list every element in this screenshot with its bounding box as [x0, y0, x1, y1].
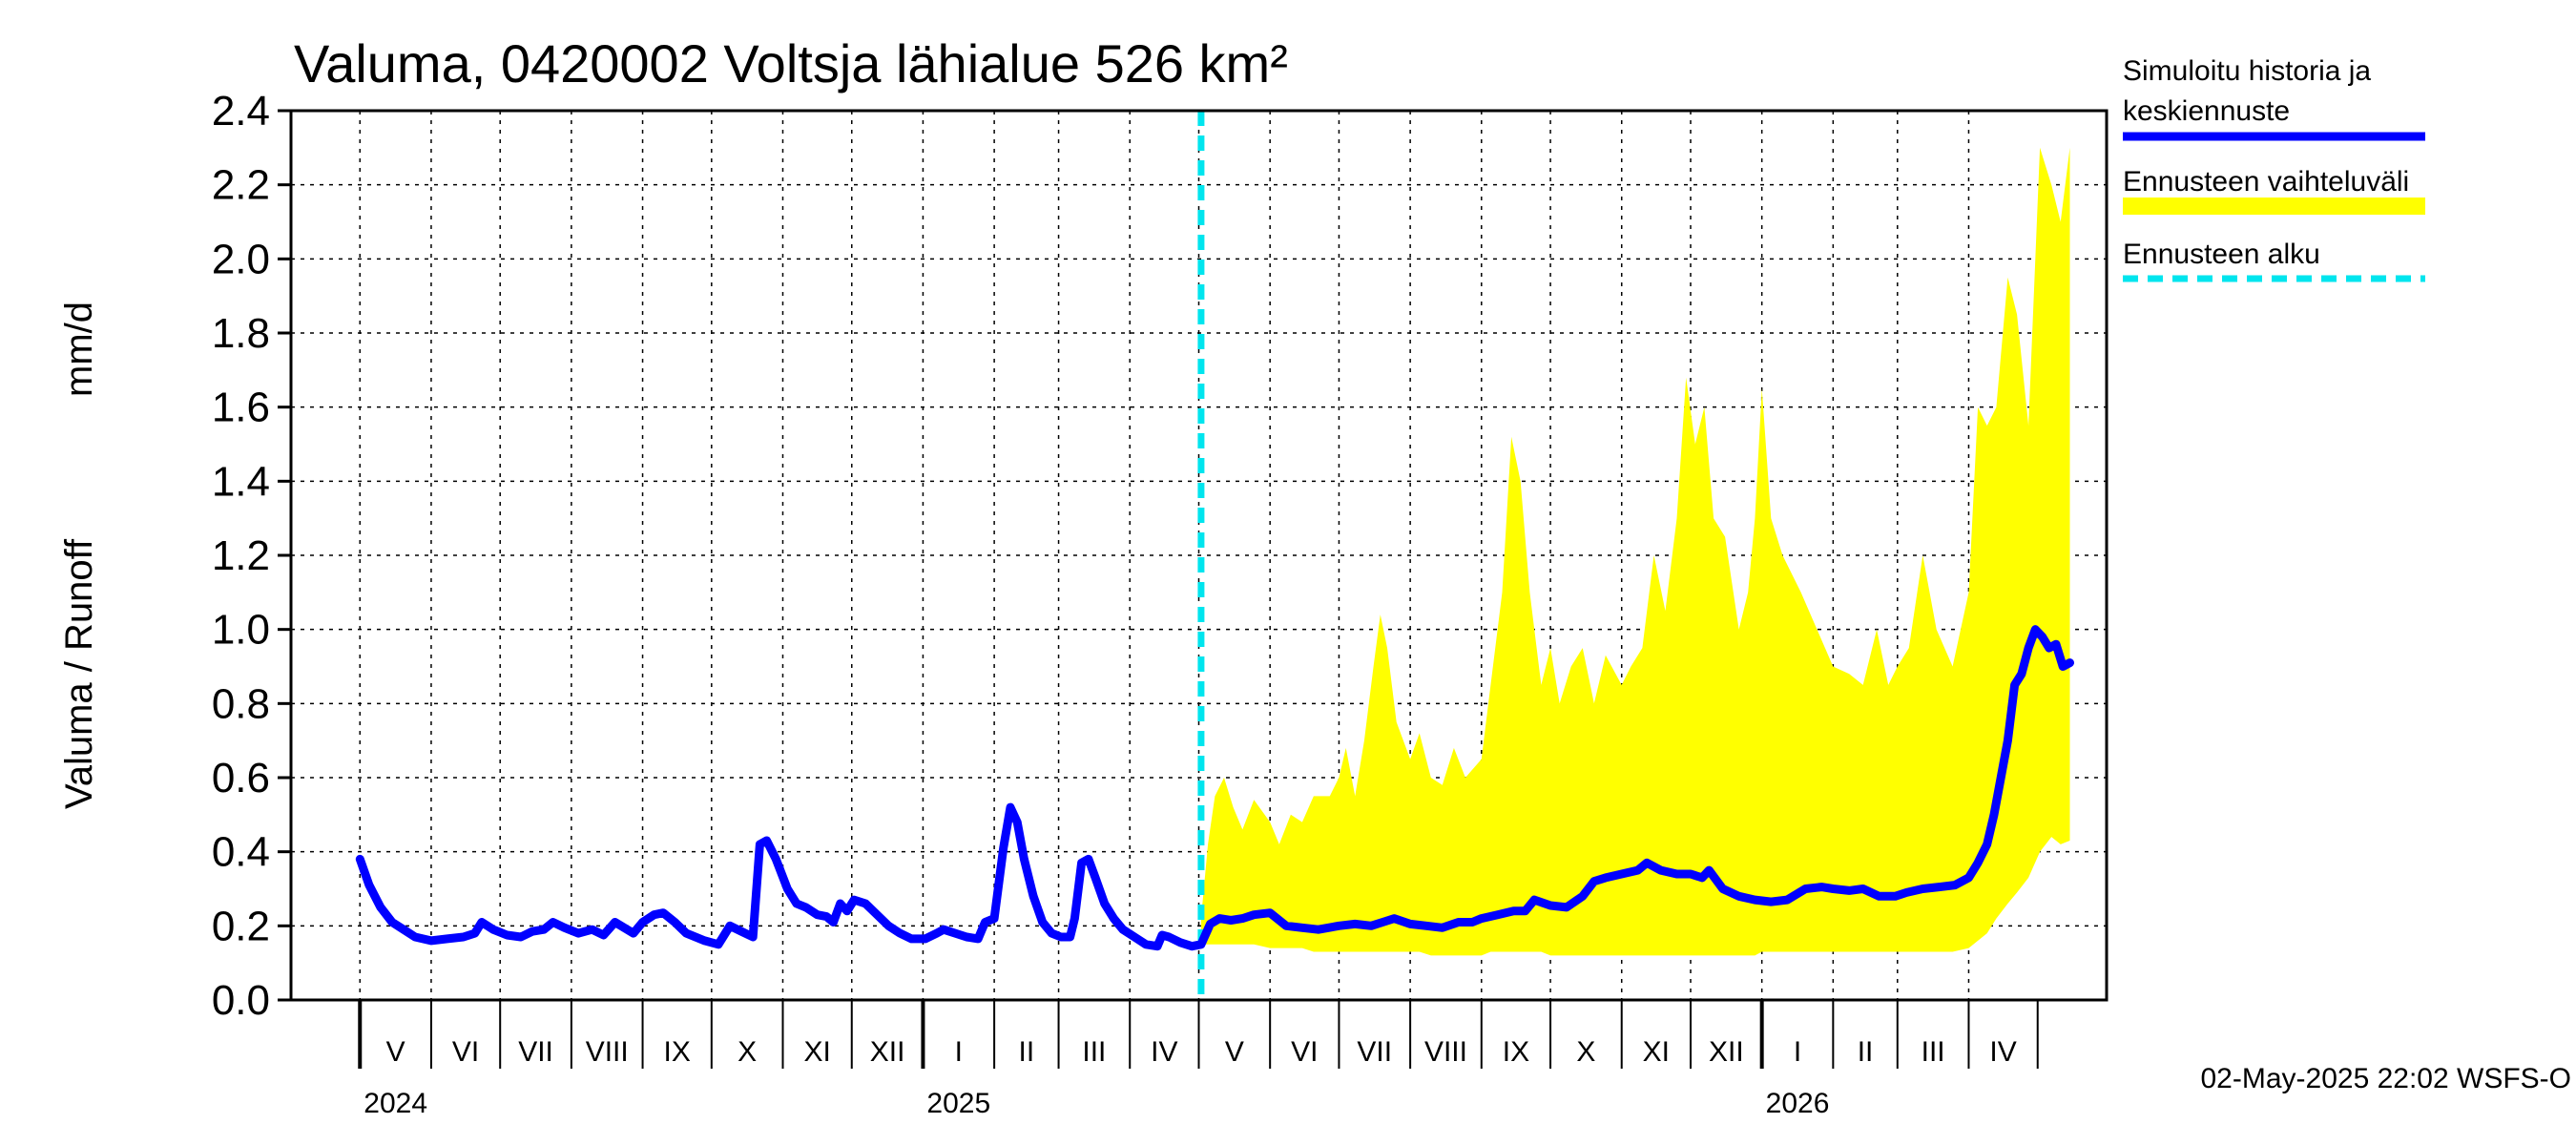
x-month-label: IX: [664, 1036, 691, 1068]
legend-label-series-line2: keskiennuste: [2123, 95, 2290, 127]
forecast-range-band: [1200, 147, 2070, 956]
y-tick-label: 2.2: [212, 162, 270, 209]
x-month-label: VII: [518, 1036, 553, 1068]
x-year-label: 2024: [364, 1088, 427, 1119]
y-tick-label: 1.0: [212, 607, 270, 654]
y-tick-label: 0.2: [212, 903, 270, 949]
x-month-label: II: [1858, 1036, 1874, 1068]
x-month-label: VIII: [586, 1036, 629, 1068]
y-tick-label: 2.0: [212, 236, 270, 282]
x-month-label: IX: [1503, 1036, 1529, 1068]
y-tick-label: 1.6: [212, 385, 270, 431]
y-tick-label: 2.4: [212, 88, 270, 135]
x-month-label: I: [1794, 1036, 1801, 1068]
y-axis-ticks: 0.0 0.2 0.4 0.6 0.8 1.0 1.2 1.4 1.6 1.8 2.0 2.2 2.4: [212, 88, 291, 1024]
x-month-label: V: [386, 1036, 405, 1068]
y-tick-label: 1.8: [212, 310, 270, 357]
y-tick-label: 0.6: [212, 755, 270, 802]
footer-timestamp: 02-May-2025 22:02 WSFS-O: [2201, 1063, 2572, 1094]
y-tick-label: 0.0: [212, 977, 270, 1024]
y-tick-label: 1.2: [212, 532, 270, 579]
x-month-label: IV: [1989, 1036, 2016, 1068]
x-month-label: XII: [870, 1036, 905, 1068]
x-month-label: XI: [1643, 1036, 1670, 1068]
x-year-label: 2025: [926, 1088, 990, 1119]
legend-label-series-line1: Simuloitu historia ja: [2123, 55, 2371, 87]
y-axis-unit: mm/d: [58, 302, 100, 397]
x-year-label: 2026: [1766, 1088, 1830, 1119]
y-axis-label: Valuma / Runoff: [58, 538, 100, 809]
legend-label-band: Ennusteen vaihteluväli: [2123, 166, 2409, 198]
x-month-label: III: [1922, 1036, 1945, 1068]
x-month-label: X: [737, 1036, 757, 1068]
x-month-label: IV: [1151, 1036, 1177, 1068]
x-month-label: VIII: [1424, 1036, 1467, 1068]
y-tick-label: 0.8: [212, 680, 270, 727]
x-month-label: VI: [452, 1036, 479, 1068]
y-tick-label: 1.4: [212, 458, 270, 505]
x-month-label: X: [1576, 1036, 1595, 1068]
x-axis-ticks: V VI VII VIII IX X XI XII I II III IV V VI VII VIII IX X X…: [358, 1000, 2039, 1119]
y-tick-label: 0.4: [212, 829, 270, 876]
x-month-label: XII: [1709, 1036, 1744, 1068]
chart-title: Valuma, 0420002 Voltsja lähialue 526 km²: [294, 33, 1288, 94]
x-month-label: VI: [1291, 1036, 1318, 1068]
legend: Simuloitu historia ja keskiennuste Ennus…: [2123, 55, 2425, 282]
x-month-label: VII: [1357, 1036, 1392, 1068]
x-month-label: I: [955, 1036, 963, 1068]
x-month-label: II: [1018, 1036, 1034, 1068]
x-month-label: V: [1225, 1036, 1244, 1068]
legend-label-forecast-start: Ennusteen alku: [2123, 239, 2320, 270]
simulated-runoff-line: [355, 625, 2074, 951]
x-month-label: III: [1082, 1036, 1106, 1068]
x-month-label: XI: [803, 1036, 830, 1068]
